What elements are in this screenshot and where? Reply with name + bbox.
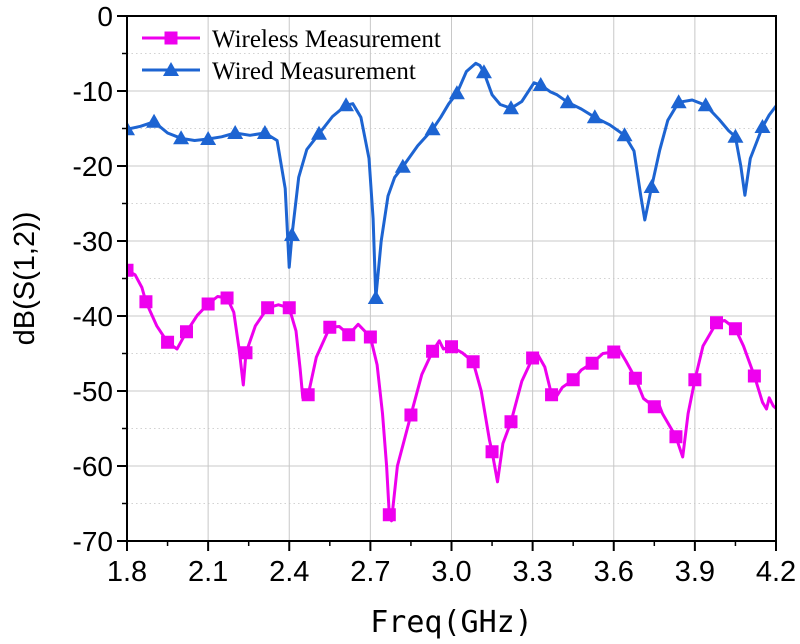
wired-marker: [727, 128, 744, 143]
wireless-marker: [504, 415, 518, 429]
x-tick-label: 2.1: [188, 556, 228, 588]
y-tick-label: -50: [73, 376, 113, 407]
wireless-marker: [201, 297, 215, 311]
legend-square-marker-icon: [164, 31, 178, 45]
wireless-marker: [161, 335, 175, 349]
wireless-marker: [485, 445, 499, 459]
wireless-marker: [179, 325, 193, 339]
legend: Wireless Measurement Wired Measurement: [142, 26, 441, 85]
wired-marker: [616, 127, 633, 142]
wireless-marker: [747, 369, 761, 383]
wired-marker: [502, 100, 519, 115]
wireless-marker: [426, 344, 440, 358]
wireless-marker: [342, 328, 356, 342]
y-axis-title: dB(S(1,2)): [9, 212, 41, 346]
wired-marker: [146, 113, 163, 128]
wireless-marker: [628, 371, 642, 385]
wireless-marker: [127, 263, 134, 277]
wireless-marker: [404, 408, 418, 422]
x-tick-label: 1.8: [107, 556, 147, 588]
wireless-marker: [688, 373, 702, 387]
x-tick-label: 3.3: [512, 556, 552, 588]
y-tick-label: -60: [73, 451, 113, 482]
wireless-marker: [647, 400, 661, 414]
wireless-marker: [282, 301, 296, 315]
wired-marker: [256, 125, 273, 139]
wireless-marker: [585, 356, 599, 370]
wired-marker: [173, 130, 190, 145]
wireless-marker: [466, 355, 480, 369]
wired-marker: [586, 109, 603, 124]
wireless-marker: [607, 345, 621, 359]
x-tick-label: 3.9: [675, 556, 715, 588]
wireless-marker: [566, 373, 580, 387]
wireless-marker: [239, 346, 253, 360]
wired-marker: [532, 77, 549, 91]
wired-series-line: [127, 61, 776, 300]
wireless-marker: [139, 295, 153, 309]
wireless-marker: [526, 351, 540, 365]
y-tick-label: -70: [73, 526, 113, 557]
wired-marker: [394, 158, 411, 173]
wireless-marker: [363, 330, 377, 344]
y-tick-label: -10: [73, 76, 113, 107]
legend-label-wireless: Wireless Measurement: [212, 26, 441, 53]
x-axis-title: Freq(GHz): [370, 605, 533, 640]
wireless-marker: [445, 340, 458, 354]
wireless-marker: [710, 316, 724, 330]
wired-marker: [283, 227, 300, 241]
x-tick-label: 3.6: [594, 556, 634, 588]
legend-triangle-marker-icon: [163, 62, 179, 76]
wireless-marker: [261, 301, 275, 315]
wired-marker: [754, 119, 771, 133]
wired-marker: [127, 121, 135, 136]
wired-marker: [338, 97, 355, 112]
wired-marker: [200, 131, 217, 145]
wireless-marker: [669, 430, 683, 444]
x-tick-label: 3.0: [431, 556, 471, 588]
x-tick-label: 2.4: [269, 556, 309, 588]
y-tick-label: 0: [97, 1, 113, 32]
wired-marker: [424, 121, 441, 136]
wireless-marker: [382, 508, 396, 522]
wireless-marker: [301, 388, 315, 402]
wireless-marker: [220, 291, 234, 305]
wired-marker: [475, 64, 492, 79]
legend-label-wired: Wired Measurement: [212, 58, 416, 85]
wired-marker: [448, 85, 465, 100]
y-tick-label: -40: [73, 301, 113, 332]
wireless-marker: [323, 320, 337, 334]
wired-marker: [367, 290, 384, 304]
x-tick-label: 2.7: [350, 556, 390, 588]
wired-marker: [227, 125, 244, 139]
wireless-marker: [728, 322, 742, 336]
wireless-marker: [545, 388, 559, 402]
wired-marker: [697, 97, 714, 112]
wired-marker: [670, 94, 687, 109]
x-tick-label: 4.2: [756, 556, 796, 588]
plot-area: [127, 61, 776, 523]
y-tick-label: -30: [73, 226, 113, 257]
wired-marker: [643, 179, 660, 193]
y-tick-label: -20: [73, 151, 113, 182]
wired-marker: [310, 125, 327, 140]
wired-marker: [559, 94, 576, 109]
